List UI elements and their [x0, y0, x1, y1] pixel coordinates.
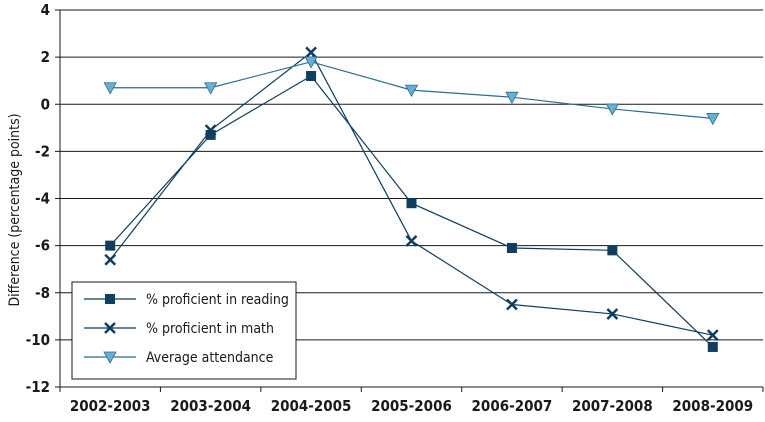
- x-tick-label: 2008-2009: [672, 397, 753, 415]
- data-point-average-attendance: [706, 112, 720, 126]
- x-tick-label: 2003-2004: [170, 397, 251, 415]
- y-tick-label: 2: [41, 48, 50, 66]
- legend-marker-proficient-in-math: [104, 322, 116, 334]
- data-point-proficient-in-math: [405, 235, 418, 247]
- data-point-proficient-in-reading: [306, 70, 317, 81]
- y-tick-label: -12: [26, 378, 50, 396]
- axes: [55, 9, 764, 392]
- legend-marker-proficient-in-reading: [105, 294, 115, 304]
- y-tick-label: -10: [26, 331, 50, 349]
- x-tick-label: 2004-2005: [271, 397, 352, 415]
- x-tick-label: 2007-2008: [572, 397, 653, 415]
- data-point-average-attendance: [605, 103, 620, 116]
- data-point-proficient-in-math: [305, 46, 317, 59]
- legend-marker-average-attendance: [103, 351, 117, 364]
- data-point-proficient-in-reading: [406, 198, 417, 209]
- legend-label-proficient-in-math: % proficient in math: [146, 321, 274, 337]
- data-point-proficient-in-math: [606, 308, 619, 320]
- data-point-average-attendance: [404, 84, 419, 97]
- data-point-average-attendance: [304, 56, 318, 69]
- data-point-average-attendance: [505, 91, 519, 105]
- data-point-proficient-in-reading: [205, 129, 216, 140]
- data-point-proficient-in-math: [104, 253, 117, 266]
- x-tick-label: 2002-2003: [70, 397, 151, 415]
- series-markers: [103, 46, 720, 352]
- x-tick-label: 2006-2007: [472, 397, 553, 415]
- y-tick-label: -2: [35, 142, 50, 160]
- x-tick-label: 2005-2006: [371, 397, 452, 415]
- data-point-proficient-in-reading: [607, 245, 618, 256]
- legend-label-average-attendance: Average attendance: [146, 350, 274, 366]
- data-point-proficient-in-math: [506, 298, 518, 311]
- legend-label-proficient-in-reading: % proficient in reading: [146, 292, 289, 308]
- data-point-proficient-in-reading: [707, 341, 718, 352]
- data-point-proficient-in-reading: [105, 240, 116, 251]
- data-point-average-attendance: [203, 82, 218, 95]
- data-point-proficient-in-math: [706, 329, 719, 342]
- data-point-proficient-in-math: [204, 124, 217, 137]
- legend-items: % proficient in reading % proficient in m…: [84, 292, 289, 366]
- y-axis-title: Difference (percentage points): [7, 113, 23, 306]
- y-tick-label: -4: [35, 190, 50, 208]
- y-tick-label: 0: [41, 95, 50, 113]
- legend: % proficient in reading % proficient in m…: [71, 281, 297, 380]
- data-point-proficient-in-reading: [506, 242, 517, 253]
- y-tick-label: -8: [35, 284, 50, 302]
- data-point-average-attendance: [103, 82, 117, 95]
- y-tick-label: 4: [41, 1, 50, 19]
- x-tick-labels: 2002-2003 2003-2004 2004-2005 2005-2006 2006…: [70, 397, 753, 415]
- y-tick-label: -6: [35, 237, 50, 255]
- y-tick-labels: -12 -10 -8 -6 -4 -2 0 2 4: [26, 1, 50, 396]
